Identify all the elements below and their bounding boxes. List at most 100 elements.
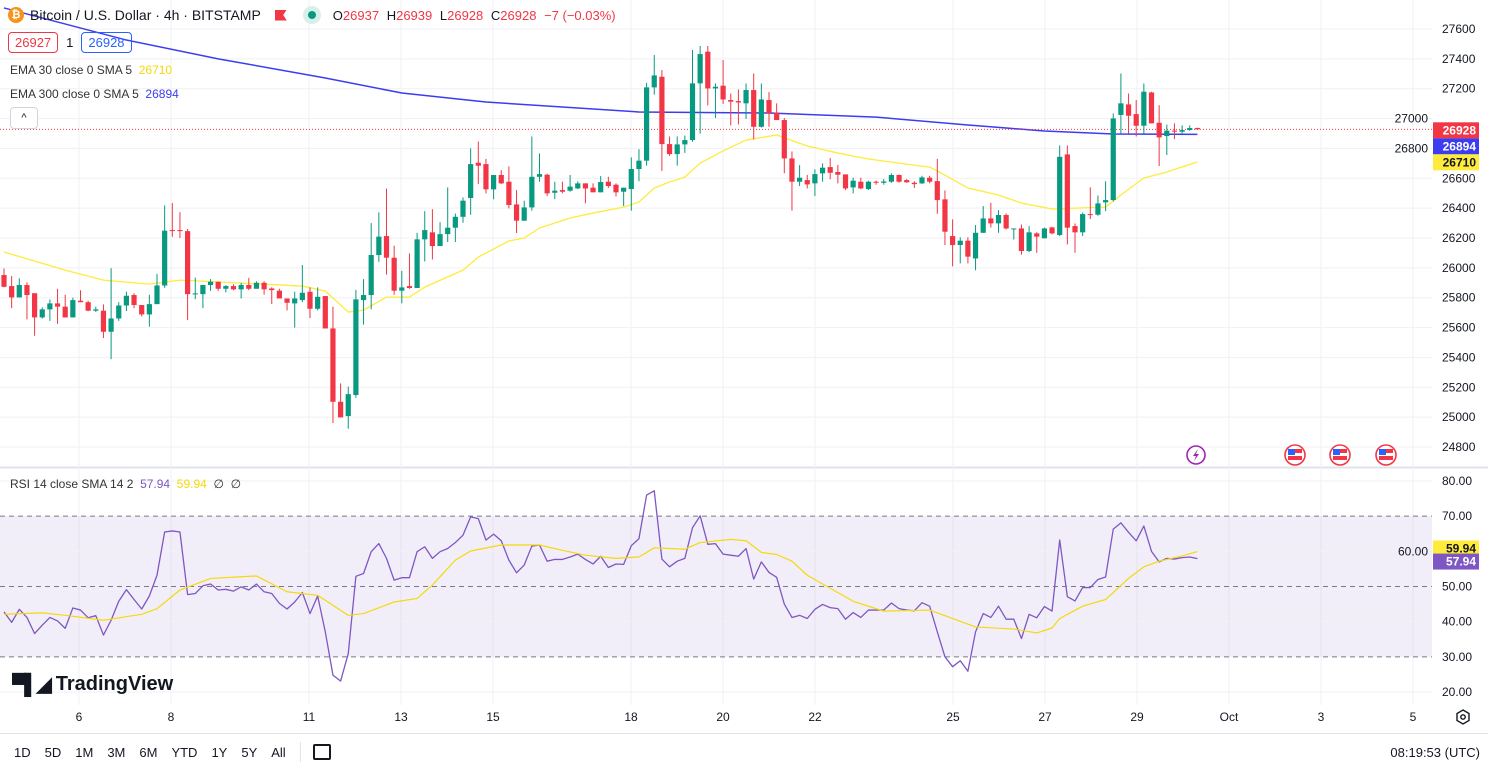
candle bbox=[208, 279, 213, 291]
candle-body bbox=[690, 83, 695, 140]
candle bbox=[392, 246, 397, 295]
candle-body bbox=[353, 299, 358, 395]
candle-body bbox=[698, 54, 703, 83]
candle bbox=[675, 136, 680, 165]
candle bbox=[667, 136, 672, 155]
range-3m[interactable]: 3M bbox=[107, 745, 125, 760]
candle bbox=[889, 173, 894, 182]
y-tick-label: 25400 bbox=[1442, 350, 1476, 364]
candle-body bbox=[246, 285, 251, 289]
x-tick-label: 18 bbox=[624, 710, 638, 724]
candle-body bbox=[453, 217, 458, 228]
candle-body bbox=[759, 99, 764, 126]
rsi-y-tick-label: 20.00 bbox=[1442, 685, 1472, 699]
candle bbox=[109, 268, 114, 359]
range-5d[interactable]: 5D bbox=[45, 745, 62, 760]
candle-body bbox=[491, 175, 496, 189]
candle-body bbox=[1, 275, 6, 287]
ema30-value: 26710 bbox=[139, 63, 172, 77]
y-tick-label: 25000 bbox=[1442, 410, 1476, 424]
candle-body bbox=[422, 230, 427, 239]
candle-body bbox=[468, 164, 473, 198]
candle bbox=[812, 169, 817, 196]
candle-body bbox=[40, 309, 45, 317]
x-tick-label: 3 bbox=[1318, 710, 1325, 724]
candle-body bbox=[193, 293, 198, 294]
range-ytd[interactable]: YTD bbox=[171, 745, 197, 760]
range-1m[interactable]: 1M bbox=[75, 745, 93, 760]
candle bbox=[1118, 73, 1123, 133]
spread-value: 1 bbox=[66, 35, 73, 50]
sell-button[interactable]: 26927 bbox=[8, 32, 58, 53]
candle-body bbox=[606, 182, 611, 186]
candle-body bbox=[284, 298, 289, 302]
buy-button[interactable]: 26928 bbox=[81, 32, 131, 53]
ema300-label: EMA 300 close 0 SMA 5 bbox=[10, 87, 139, 101]
rsi-extra-value: ∅ bbox=[231, 477, 241, 491]
candle-body bbox=[1134, 114, 1139, 126]
us-flag-icon[interactable] bbox=[1285, 445, 1305, 465]
range-all[interactable]: All bbox=[271, 745, 285, 760]
candle bbox=[376, 212, 381, 262]
candle bbox=[307, 287, 312, 318]
candle bbox=[1095, 195, 1100, 215]
candle-body bbox=[254, 283, 259, 289]
candle-body bbox=[568, 187, 573, 191]
candle-body bbox=[812, 174, 817, 183]
range-6m[interactable]: 6M bbox=[139, 745, 157, 760]
y-tick-label: 27600 bbox=[1442, 22, 1476, 36]
candle bbox=[805, 175, 810, 188]
candle-body bbox=[652, 75, 657, 87]
range-1y[interactable]: 1Y bbox=[211, 745, 227, 760]
candle-body bbox=[736, 101, 741, 102]
rsi-legend[interactable]: RSI 14 close SMA 14 2 57.94 59.94 ∅ ∅ bbox=[10, 477, 241, 491]
candle bbox=[843, 174, 848, 190]
ema30-legend[interactable]: EMA 30 close 0 SMA 5 26710 bbox=[10, 63, 172, 77]
y-tick-label: 26800 bbox=[1395, 141, 1429, 155]
symbol-title[interactable]: Bitcoin / U.S. Dollar · 4h · BITSTAMP bbox=[30, 7, 261, 23]
tradingview-logo[interactable]: ▀▌◢ TradingView bbox=[12, 672, 173, 697]
candle bbox=[369, 223, 374, 309]
ema30-label: EMA 30 close 0 SMA 5 bbox=[10, 63, 132, 77]
y-tick-label: 24800 bbox=[1442, 440, 1476, 454]
candle bbox=[422, 211, 427, 261]
candle bbox=[437, 222, 442, 246]
us-flag-icon[interactable] bbox=[1376, 445, 1396, 465]
candle bbox=[323, 296, 328, 328]
ema300-value: 26894 bbox=[145, 87, 178, 101]
candle-body bbox=[223, 286, 228, 289]
flag-icon[interactable] bbox=[275, 10, 287, 21]
settings-icon[interactable] bbox=[1455, 709, 1471, 725]
candle-body bbox=[1195, 128, 1200, 129]
candle-body bbox=[537, 174, 542, 177]
candle-body bbox=[1187, 128, 1192, 130]
range-5y[interactable]: 5Y bbox=[241, 745, 257, 760]
candle bbox=[254, 281, 259, 288]
candle-body bbox=[935, 181, 940, 200]
candle-body bbox=[621, 188, 626, 192]
utc-clock[interactable]: 08:19:53 (UTC) bbox=[1390, 745, 1480, 760]
candle-body bbox=[361, 295, 366, 300]
candle bbox=[216, 282, 221, 291]
candle-body bbox=[896, 175, 901, 182]
ema300-legend[interactable]: EMA 300 close 0 SMA 5 26894 bbox=[10, 87, 179, 101]
collapse-legend-button[interactable]: ^ bbox=[10, 107, 38, 129]
candle bbox=[262, 281, 267, 294]
candle-body bbox=[522, 207, 527, 220]
candle-body bbox=[705, 52, 710, 89]
lightning-icon[interactable] bbox=[1187, 446, 1205, 464]
low-value: 26928 bbox=[447, 8, 483, 23]
candle-body bbox=[1141, 92, 1146, 126]
candle bbox=[223, 285, 228, 292]
go-to-date-calendar-icon[interactable] bbox=[313, 744, 331, 760]
us-flag-icon[interactable] bbox=[1330, 445, 1350, 465]
candle-body bbox=[93, 309, 98, 310]
candle-body bbox=[866, 182, 871, 189]
range-1d[interactable]: 1D bbox=[14, 745, 31, 760]
candle bbox=[644, 83, 649, 166]
candle-body bbox=[874, 182, 879, 183]
candle bbox=[154, 274, 159, 304]
x-tick-label: 25 bbox=[946, 710, 960, 724]
candle bbox=[40, 307, 45, 318]
